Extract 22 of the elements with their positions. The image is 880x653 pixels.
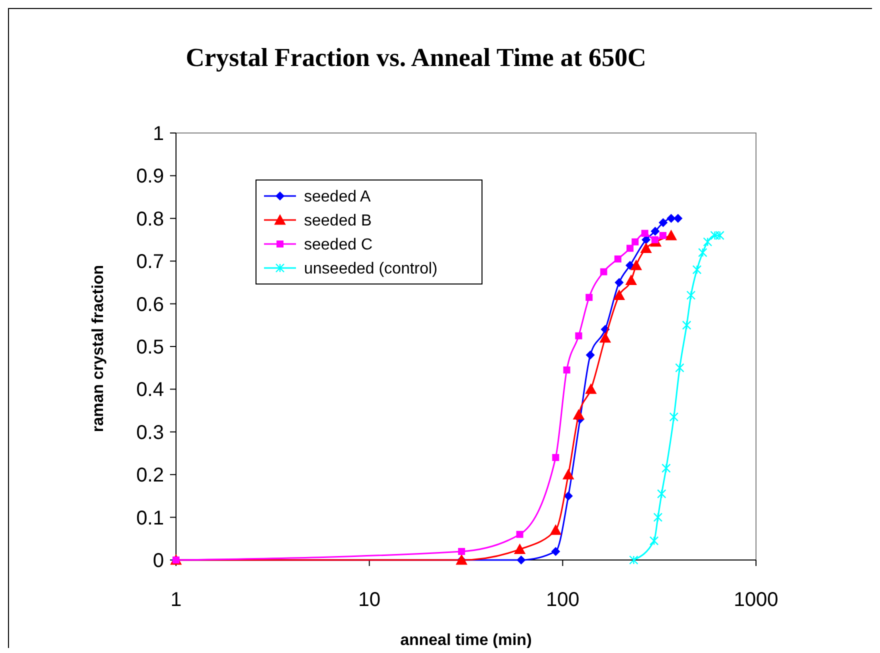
legend-label: seeded A xyxy=(304,188,372,206)
y-tick-label: 0.1 xyxy=(136,507,164,530)
chart-title: Crystal Fraction vs. Anneal Time at 650C xyxy=(186,43,646,72)
y-tick-label: 0.3 xyxy=(136,422,164,444)
y-tick-label: 0.5 xyxy=(136,336,164,358)
x-tick-label: 100 xyxy=(546,589,580,611)
y-tick-label: 0.9 xyxy=(136,166,164,188)
legend-label: seeded B xyxy=(304,212,372,230)
legend-label: seeded C xyxy=(304,236,372,254)
x-tick-label: 1000 xyxy=(734,589,778,611)
y-tick-label: 1 xyxy=(152,123,164,145)
legend-label: unseeded (control) xyxy=(304,260,438,278)
y-tick-label: 0.4 xyxy=(136,379,164,402)
y-tick-label: 0.2 xyxy=(136,464,164,487)
y-tick-label: 0.7 xyxy=(136,251,164,274)
x-tick-label: 1 xyxy=(170,589,182,611)
y-axis-title: raman crystal fraction xyxy=(90,264,107,432)
x-axis-title: anneal time (min) xyxy=(400,632,532,649)
y-tick-label: 0.8 xyxy=(136,208,164,230)
x-tick-label: 10 xyxy=(358,589,380,611)
y-tick-label: 0.6 xyxy=(136,294,164,316)
y-tick-label: 0 xyxy=(152,550,164,572)
